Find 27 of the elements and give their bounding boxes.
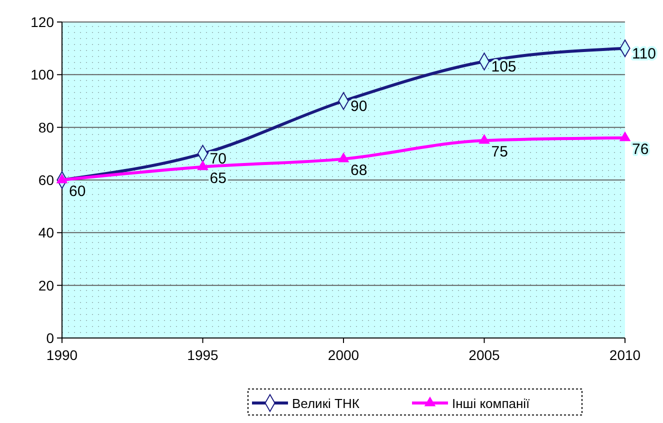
point <box>56 174 68 184</box>
y-tick-label: 80 <box>38 119 54 136</box>
data-label: 105 <box>491 58 516 76</box>
data-label: 75 <box>491 144 508 160</box>
x-tick-label: 2010 <box>609 347 641 363</box>
x-tick-label: 1995 <box>187 347 219 363</box>
data-label: 76 <box>632 140 649 158</box>
x-tick-label: 1990 <box>46 347 78 363</box>
point <box>620 132 630 142</box>
y-tick-label: 20 <box>38 277 54 294</box>
legend-label: Інші компанії <box>452 396 530 411</box>
data-label: 90 <box>350 98 368 115</box>
legend-label: Великі ТНК <box>292 396 360 411</box>
y-tick-label: 100 <box>30 66 54 83</box>
point <box>197 160 208 170</box>
y-tick-label: 60 <box>38 172 54 188</box>
data-label: 70 <box>210 150 226 168</box>
point <box>478 134 490 144</box>
y-tick-label: 40 <box>38 224 54 241</box>
point <box>338 152 349 162</box>
y-tick-label: 120 <box>30 14 54 30</box>
y-tick-label: 0 <box>46 330 54 346</box>
x-tick-label: 2000 <box>328 347 360 363</box>
data-label: 110 <box>632 45 656 62</box>
data-label: 60 <box>69 183 86 200</box>
data-label: 68 <box>350 162 368 179</box>
x-tick-label: 2005 <box>468 347 500 363</box>
